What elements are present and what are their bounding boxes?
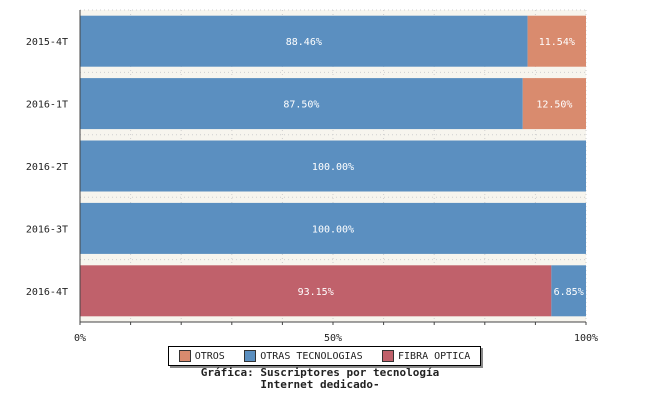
data-label: 100.00% bbox=[312, 224, 354, 235]
data-label: 88.46% bbox=[286, 37, 322, 48]
chart-legend: OTROS OTRAS TECNOLOGIAS FIBRA OPTICA bbox=[168, 346, 481, 366]
category-tick-label: 2016-4T bbox=[26, 287, 68, 298]
bar-otras-tecnologias bbox=[80, 202, 586, 254]
chart-caption: Gráfica: Suscriptores por tecnología Int… bbox=[0, 367, 640, 391]
bar-otras-tecnologias bbox=[80, 15, 528, 67]
stacked-bar-chart: 88.46% 11.54% 2015-4T 87.50% 12.50% 2016-1T 10… bbox=[26, 9, 598, 344]
legend-label-fibra-optica: FIBRA OPTICA bbox=[398, 350, 471, 362]
bar-otros bbox=[522, 78, 586, 130]
x-tick-label: 100% bbox=[574, 333, 598, 344]
bar-otras-tecnologias bbox=[80, 140, 586, 192]
bar-otros bbox=[527, 15, 586, 67]
legend-swatch-otras-tecnologias bbox=[244, 350, 257, 362]
caption-line-2: Internet dedicado- bbox=[260, 378, 380, 391]
caption-line-1: Gráfica: Suscriptores por tecnología bbox=[200, 366, 440, 379]
data-label: 6.85% bbox=[554, 287, 584, 298]
legend-item-fibra-optica: FIBRA OPTICA bbox=[382, 350, 470, 362]
category-tick-label: 2016-1T bbox=[26, 100, 68, 111]
category-tick-label: 2016-2T bbox=[26, 162, 68, 173]
bar-fibra-optica bbox=[80, 265, 552, 317]
data-label: 87.50% bbox=[283, 100, 319, 111]
legend-item-otras-tecnologias: OTRAS TECNOLOGIAS bbox=[244, 350, 363, 362]
data-label: 100.00% bbox=[312, 162, 354, 173]
category-tick-label: 2016-3T bbox=[26, 224, 68, 235]
legend-item-otros: OTROS bbox=[178, 350, 225, 362]
category-tick-label: 2015-4T bbox=[26, 37, 68, 48]
legend-label-otros: OTROS bbox=[194, 350, 225, 362]
legend-swatch-fibra-optica bbox=[382, 350, 395, 362]
x-tick-label: 0% bbox=[74, 333, 86, 344]
data-label: 93.15% bbox=[298, 287, 334, 298]
data-label: 12.50% bbox=[536, 100, 572, 111]
x-tick-label: 50% bbox=[324, 333, 342, 344]
bar-otras-tecnologias bbox=[80, 78, 523, 130]
bar-otras-tecnologias bbox=[551, 265, 586, 317]
legend-swatch-otros bbox=[178, 350, 191, 362]
legend-label-otras-tecnologias: OTRAS TECNOLOGIAS bbox=[260, 350, 363, 362]
data-label: 11.54% bbox=[539, 37, 575, 48]
